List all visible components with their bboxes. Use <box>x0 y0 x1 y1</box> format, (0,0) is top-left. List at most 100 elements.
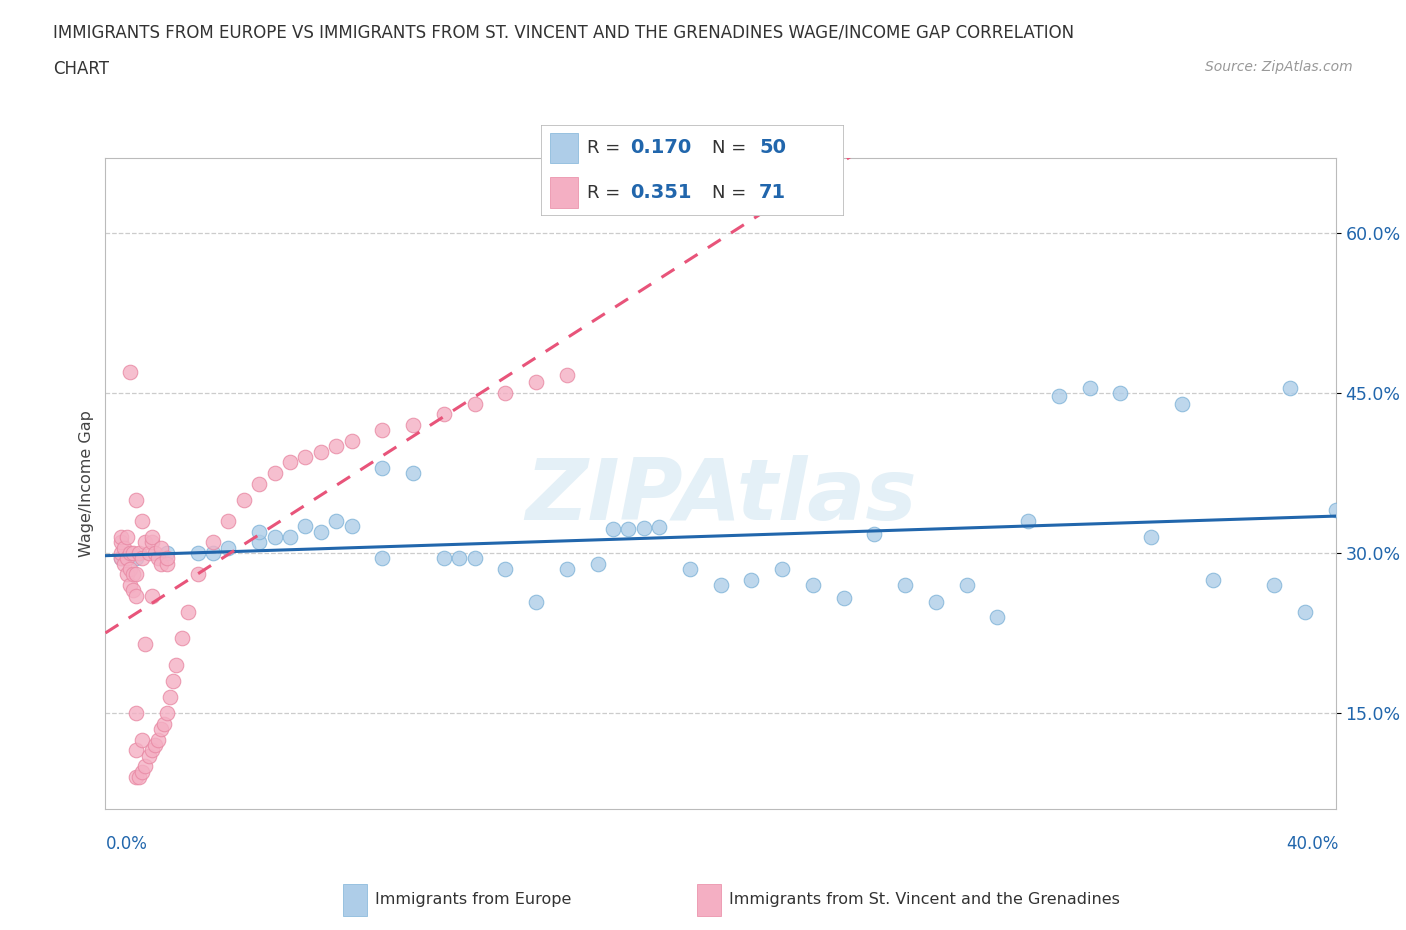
Point <box>247 525 270 539</box>
Point <box>894 578 917 592</box>
Text: N =: N = <box>711 183 752 202</box>
Point <box>110 529 132 544</box>
Point <box>112 556 135 571</box>
Point <box>1109 385 1132 400</box>
Text: 71: 71 <box>759 183 786 202</box>
Point <box>263 466 285 481</box>
Point <box>131 764 153 779</box>
Point <box>524 594 547 609</box>
Point <box>131 551 153 565</box>
Point <box>120 562 141 577</box>
Point <box>371 423 394 438</box>
Point <box>925 594 948 609</box>
Point <box>1201 572 1223 587</box>
Point <box>122 567 145 582</box>
Point <box>138 546 160 561</box>
Point <box>278 529 301 544</box>
Point <box>149 556 172 571</box>
Point <box>218 513 240 528</box>
Point <box>156 546 179 561</box>
Y-axis label: Wage/Income Gap: Wage/Income Gap <box>79 410 94 557</box>
Point <box>110 535 132 550</box>
Text: 0.351: 0.351 <box>630 183 692 202</box>
Point <box>110 546 132 561</box>
Point <box>172 631 194 645</box>
Point <box>1263 578 1285 592</box>
Point <box>232 492 254 507</box>
Point <box>115 551 138 565</box>
Point <box>586 556 609 571</box>
Point <box>115 567 138 582</box>
Point <box>146 732 169 747</box>
Point <box>340 433 363 448</box>
Point <box>956 578 979 592</box>
Point <box>325 439 347 454</box>
Point <box>633 521 655 536</box>
Point <box>128 546 150 561</box>
Text: Immigrants from St. Vincent and the Grenadines: Immigrants from St. Vincent and the Gren… <box>730 892 1121 908</box>
Point <box>449 551 471 565</box>
Point <box>134 636 156 651</box>
Point <box>1140 529 1163 544</box>
Text: N =: N = <box>711 139 752 157</box>
Point <box>402 466 425 481</box>
Point <box>125 551 148 565</box>
Point <box>141 588 163 603</box>
Point <box>177 604 200 619</box>
Point <box>1278 380 1301 395</box>
Point <box>602 522 624 537</box>
Point <box>555 562 578 577</box>
Point <box>801 578 824 592</box>
Point <box>122 583 145 598</box>
Point <box>433 406 456 421</box>
Text: CHART: CHART <box>53 60 110 78</box>
Point <box>156 551 179 565</box>
Point <box>218 540 240 555</box>
FancyBboxPatch shape <box>541 125 844 216</box>
Point <box>740 572 762 587</box>
Point <box>309 525 332 539</box>
Point <box>110 551 132 565</box>
Point <box>433 551 456 565</box>
Bar <box>550 178 578 207</box>
Point <box>464 551 486 565</box>
Point <box>125 706 148 721</box>
Point <box>202 535 225 550</box>
Point <box>125 743 148 758</box>
Text: R =: R = <box>586 139 626 157</box>
Point <box>125 492 148 507</box>
Point <box>679 562 702 577</box>
Point <box>125 588 148 603</box>
Point <box>247 535 270 550</box>
Point <box>125 770 148 785</box>
Point <box>149 722 172 737</box>
Point <box>138 749 160 764</box>
Point <box>986 609 1008 624</box>
Point <box>141 535 163 550</box>
Point <box>371 551 394 565</box>
Text: 0.170: 0.170 <box>630 139 692 157</box>
Point <box>863 526 886 541</box>
Point <box>143 737 166 752</box>
Point <box>149 540 172 555</box>
Point <box>159 690 181 705</box>
Point <box>156 556 179 571</box>
Point <box>187 567 209 582</box>
Point <box>1017 513 1039 528</box>
Point <box>146 551 169 565</box>
Point <box>494 385 516 400</box>
Point <box>402 418 425 432</box>
Point <box>162 673 184 688</box>
Point <box>187 546 209 561</box>
Point <box>340 519 363 534</box>
Point <box>278 455 301 470</box>
Point <box>524 375 547 390</box>
Point <box>494 562 516 577</box>
Point <box>555 367 578 382</box>
Text: R =: R = <box>586 183 626 202</box>
Text: 50: 50 <box>759 139 786 157</box>
Point <box>153 716 176 731</box>
Bar <box>343 884 367 916</box>
Text: 0.0%: 0.0% <box>105 835 148 854</box>
Point <box>122 546 145 561</box>
